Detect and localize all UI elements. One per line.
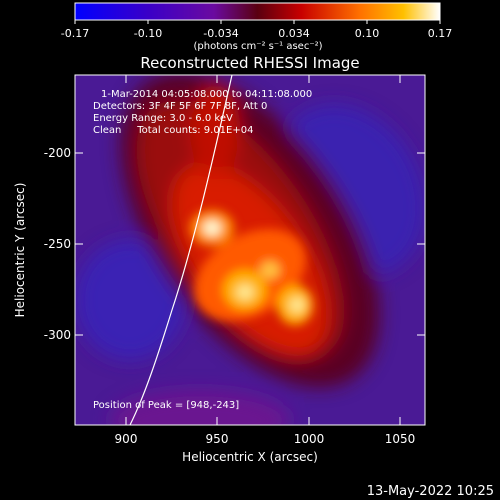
y-tick-label: -200 bbox=[44, 146, 71, 160]
plot-title: Reconstructed RHESSI Image bbox=[140, 54, 359, 72]
colorbar: -0.17 -0.10 -0.034 0.034 0.10 0.17 (phot… bbox=[61, 2, 453, 52]
x-tick-label: 1000 bbox=[294, 432, 325, 446]
colorbar-tick: -0.17 bbox=[61, 27, 89, 40]
annotation-peak: Position of Peak = [948,-243] bbox=[93, 400, 239, 411]
plot-frame bbox=[74, 74, 426, 426]
y-tick-label: -250 bbox=[44, 237, 71, 251]
annotation-time: 1-Mar-2014 04:05:08.000 to 04:11:08.000 bbox=[101, 89, 312, 100]
solar-limb-line bbox=[129, 75, 233, 425]
y-axis-label: Heliocentric Y (arcsec) bbox=[13, 183, 27, 318]
x-axis-ticks bbox=[125, 75, 401, 425]
y-tick-label: -300 bbox=[44, 328, 71, 342]
x-axis-label: Heliocentric X (arcsec) bbox=[182, 450, 318, 464]
colorbar-units: (photons cm⁻² s⁻¹ asec⁻²) bbox=[193, 41, 322, 52]
rhessi-image bbox=[75, 75, 425, 425]
colorbar-tick: 0.034 bbox=[278, 27, 310, 40]
annotation-detectors: Detectors: 3F 4F 5F 6F 7F 8F, Att 0 bbox=[93, 101, 267, 112]
annotation-energy: Energy Range: 3.0 - 6.0 keV bbox=[93, 113, 233, 124]
colorbar-tick: 0.10 bbox=[355, 27, 380, 40]
y-axis-ticks bbox=[75, 152, 425, 336]
footer-date: 13-May-2022 10:25 bbox=[367, 484, 494, 499]
annotation-clean: Clean Total counts: 9.01E+04 bbox=[93, 125, 253, 136]
x-tick-label: 900 bbox=[115, 432, 138, 446]
x-tick-label: 950 bbox=[206, 432, 229, 446]
colorbar-tick: -0.10 bbox=[134, 27, 162, 40]
x-tick-label: 1050 bbox=[385, 432, 416, 446]
colorbar-tick: -0.034 bbox=[203, 27, 238, 40]
colorbar-tick: 0.17 bbox=[428, 27, 453, 40]
